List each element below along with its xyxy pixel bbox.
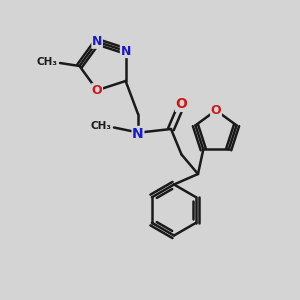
- Text: N: N: [120, 44, 131, 58]
- Text: O: O: [176, 98, 188, 111]
- Text: O: O: [92, 84, 102, 97]
- Text: N: N: [132, 127, 144, 140]
- Text: CH₃: CH₃: [91, 121, 112, 131]
- Text: N: N: [92, 35, 102, 48]
- Text: O: O: [211, 104, 221, 117]
- Text: CH₃: CH₃: [37, 56, 58, 67]
